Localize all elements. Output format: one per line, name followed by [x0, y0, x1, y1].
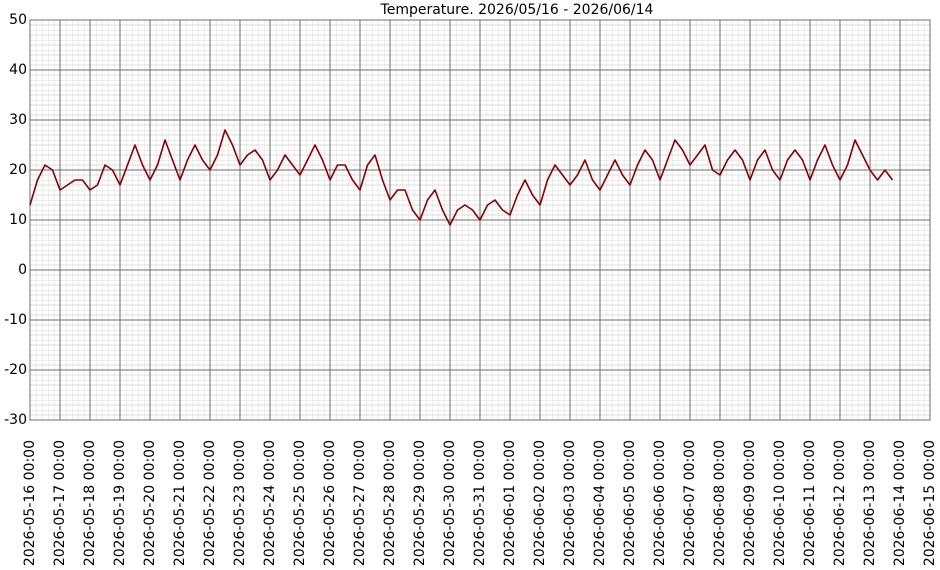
x-tick-label: 2026-05-23 00:00: [232, 440, 248, 566]
x-tick-label: 2026-06-04 00:00: [592, 440, 608, 566]
x-tick-label: 2026-05-17 00:00: [52, 440, 68, 566]
line-series: [29, 129, 894, 226]
x-tick-label: 2026-06-09 00:00: [742, 440, 758, 566]
x-tick-label: 2026-05-27 00:00: [352, 440, 368, 566]
x-tick-label: 2026-06-11 00:00: [802, 440, 818, 566]
x-tick-label: 2026-05-29 00:00: [412, 440, 428, 566]
y-tick-label: 20: [9, 162, 27, 178]
x-tick-label: 2026-05-19 00:00: [112, 440, 128, 566]
x-tick-label: 2026-06-08 00:00: [712, 440, 728, 566]
x-tick-label: 2026-06-01 00:00: [502, 440, 518, 566]
x-tick-label: 2026-06-02 00:00: [532, 440, 548, 566]
x-tick-label: 2026-05-26 00:00: [322, 440, 338, 566]
y-tick-label: 30: [9, 112, 27, 128]
x-tick-label: 2026-06-14 00:00: [892, 440, 908, 566]
plot-frame: [29, 19, 931, 421]
x-tick-label: 2026-05-30 00:00: [442, 440, 458, 566]
y-tick-label: -30: [4, 412, 27, 428]
x-tick-label: 2026-06-10 00:00: [772, 440, 788, 566]
x-tick-label: 2026-05-16 00:00: [22, 440, 38, 566]
x-tick-label: 2026-05-22 00:00: [202, 440, 218, 566]
x-tick-label: 2026-06-03 00:00: [562, 440, 578, 566]
x-tick-label: 2026-05-21 00:00: [172, 440, 188, 566]
x-tick-label: 2026-05-20 00:00: [142, 440, 158, 566]
x-tick-label: 2026-05-24 00:00: [262, 440, 278, 566]
y-tick-label: 40: [9, 62, 27, 78]
x-tick-label: 2026-06-12 00:00: [832, 440, 848, 566]
x-tick-label: 2026-05-28 00:00: [382, 440, 398, 566]
y-tick-label: 0: [18, 262, 27, 278]
x-tick-label: 2026-06-05 00:00: [622, 440, 638, 566]
chart-title: Temperature. 2026/05/16 - 2026/06/14: [380, 2, 654, 18]
x-tick-label: 2026-06-06 00:00: [652, 440, 668, 566]
y-tick-label: 50: [9, 12, 27, 28]
y-tick-label: -10: [4, 312, 27, 328]
x-tick-label: 2026-05-25 00:00: [292, 440, 308, 566]
x-tick-label: 2026-06-15 00:00: [922, 440, 938, 566]
x-tick-label: 2026-05-18 00:00: [82, 440, 98, 566]
x-tick-label: 2026-05-31 00:00: [472, 440, 488, 566]
x-tick-label: 2026-06-07 00:00: [682, 440, 698, 566]
y-tick-label: 10: [9, 212, 27, 228]
y-tick-label: -20: [4, 362, 27, 378]
x-tick-label: 2026-06-13 00:00: [862, 440, 878, 566]
